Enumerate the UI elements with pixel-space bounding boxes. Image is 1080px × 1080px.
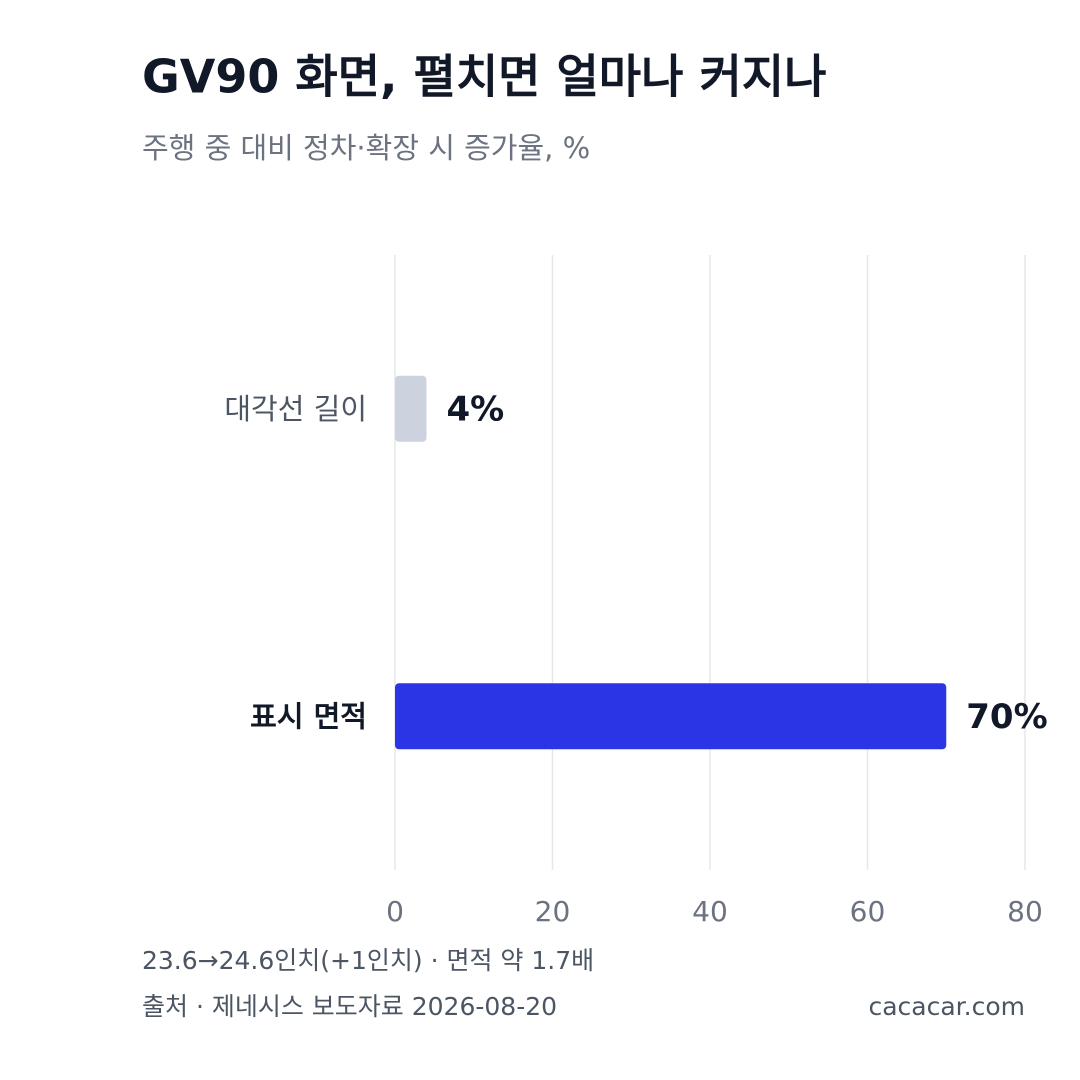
y-tick-label: 표시 면적 [250, 699, 367, 733]
chart-title: GV90 화면, 펼치면 얼마나 커지나 [142, 50, 826, 104]
bar [395, 375, 427, 442]
x-tick-label: 0 [386, 895, 404, 928]
bar [395, 683, 947, 750]
chart-subtitle: 주행 중 대비 정차·확장 시 증가율, % [142, 131, 590, 165]
value-label: 70% [966, 697, 1047, 737]
source: 출처 · 제네시스 보도자료 2026-08-20 [142, 992, 557, 1021]
y-tick-label: 대각선 길이 [224, 392, 367, 426]
x-tick-label: 20 [535, 895, 571, 928]
x-tick-label: 60 [850, 895, 886, 928]
site: cacacar.com [868, 992, 1025, 1021]
note: 23.6→24.6인치(+1인치) · 면적 약 1.7배 [142, 946, 594, 975]
x-tick-label: 80 [1007, 895, 1043, 928]
value-label: 4% [447, 389, 505, 429]
x-tick-label: 40 [692, 895, 728, 928]
